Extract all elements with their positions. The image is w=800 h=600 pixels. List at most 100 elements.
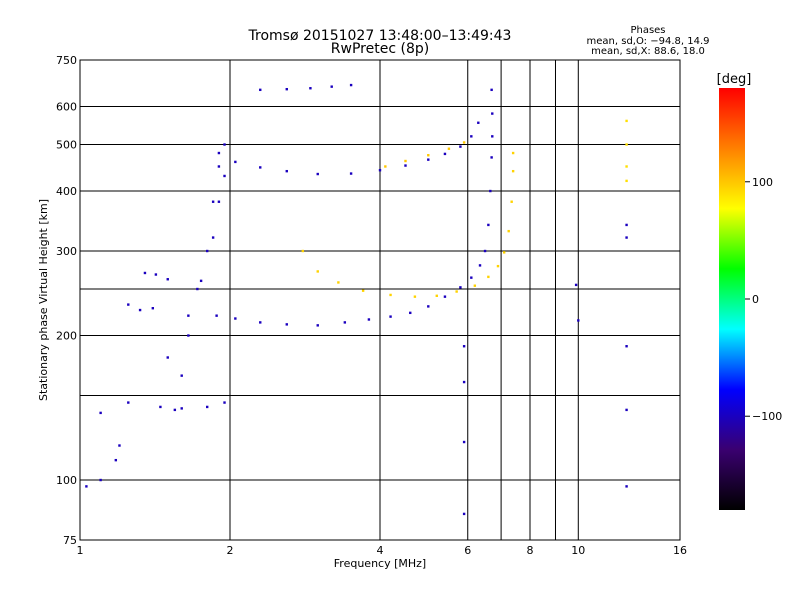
data-point <box>625 345 628 348</box>
data-point <box>447 147 451 150</box>
data-point <box>427 305 430 308</box>
data-point <box>384 165 387 168</box>
phases-heading: Phases <box>630 25 665 36</box>
phase-x-stats: mean, sd,X: 88.6, 18.0 <box>591 46 705 57</box>
data-point <box>259 166 262 169</box>
y-axis-label: Stationary phase Virtual Height [km] <box>37 199 50 401</box>
y-tick-label: 75 <box>63 534 77 547</box>
data-point <box>378 169 382 172</box>
data-point <box>127 303 130 306</box>
data-point <box>491 112 494 115</box>
data-point <box>349 172 353 175</box>
data-point <box>489 189 492 193</box>
x-tick-label: 1 <box>77 544 84 557</box>
data-point <box>285 87 288 91</box>
data-point <box>577 319 580 322</box>
data-point <box>337 281 340 284</box>
y-tick-labels: 75 100 200 300 400 500 600 750 <box>56 54 77 547</box>
data-point <box>217 151 221 155</box>
data-point <box>470 135 473 138</box>
data-point <box>455 290 458 293</box>
data-point <box>502 251 506 254</box>
x-axis-label: Frequency [MHz] <box>334 557 426 570</box>
y-tick-label: 500 <box>56 139 77 152</box>
data-point <box>114 458 118 462</box>
data-point <box>118 444 121 447</box>
data-point <box>574 283 578 287</box>
data-point <box>285 169 288 173</box>
x-tick-label: 2 <box>227 544 234 557</box>
data-point <box>625 179 628 183</box>
colorbar <box>719 88 745 510</box>
data-point <box>259 88 262 92</box>
data-point <box>316 270 319 273</box>
data-point <box>625 236 628 239</box>
data-point <box>330 85 333 88</box>
data-point <box>625 119 628 123</box>
x-tick-labels: 1 2 4 6 8 10 16 <box>77 544 688 557</box>
data-point <box>316 324 319 327</box>
data-point <box>462 345 466 348</box>
data-point <box>443 152 447 156</box>
data-point <box>389 315 392 318</box>
data-point <box>477 121 480 124</box>
data-point <box>427 158 430 161</box>
data-point <box>462 512 466 516</box>
data-point <box>211 200 215 203</box>
data-point <box>217 165 221 168</box>
data-point <box>138 308 142 312</box>
plot-frame <box>79 59 681 541</box>
y-tick-label: 750 <box>56 54 77 67</box>
data-point <box>309 87 312 90</box>
data-point <box>199 279 203 283</box>
data-point <box>173 408 177 412</box>
data-point <box>205 405 209 409</box>
data-point <box>217 200 221 203</box>
data-point <box>99 478 102 482</box>
data-point <box>459 286 462 289</box>
colorbar-tick-label: −100 <box>752 410 782 423</box>
data-point <box>234 160 237 164</box>
colorbar-tick-labels: 100 0 −100 <box>745 176 782 423</box>
data-point <box>511 169 515 173</box>
data-point <box>285 323 288 326</box>
data-point <box>490 156 493 159</box>
data-point <box>343 321 347 324</box>
data-point <box>259 321 262 324</box>
data-point <box>459 145 462 148</box>
y-tick-label: 600 <box>56 101 77 114</box>
data-point <box>490 88 493 92</box>
phase-o-stats: mean, sd,O: −94.8, 14.9 <box>587 36 710 47</box>
data-point <box>234 317 237 320</box>
data-point <box>215 314 218 317</box>
y-tick-label: 200 <box>56 330 77 343</box>
data-points <box>85 83 628 516</box>
data-point <box>487 275 490 279</box>
data-point <box>211 236 215 239</box>
data-point <box>511 151 515 155</box>
data-point <box>625 165 628 168</box>
data-point <box>85 485 88 488</box>
data-point <box>478 264 482 267</box>
data-point <box>389 293 392 297</box>
chart-title: Tromsø 20151027 13:48:00–13:49:43 <box>248 28 512 44</box>
colorbar-tick-label: 100 <box>752 176 773 189</box>
data-point <box>166 278 169 281</box>
data-point <box>487 223 490 227</box>
data-point <box>625 223 628 227</box>
data-point <box>180 407 183 410</box>
colorbar-unit: [deg] <box>717 72 752 87</box>
data-point <box>413 295 417 298</box>
data-point <box>99 411 102 415</box>
x-tick-label: 16 <box>673 544 687 557</box>
data-point <box>625 485 628 488</box>
data-point <box>361 289 365 292</box>
data-point <box>223 174 226 178</box>
data-point <box>427 154 430 157</box>
data-point <box>205 249 209 253</box>
data-point <box>180 374 183 377</box>
data-point <box>625 408 628 412</box>
x-tick-label: 6 <box>464 544 471 557</box>
data-point <box>166 356 169 359</box>
